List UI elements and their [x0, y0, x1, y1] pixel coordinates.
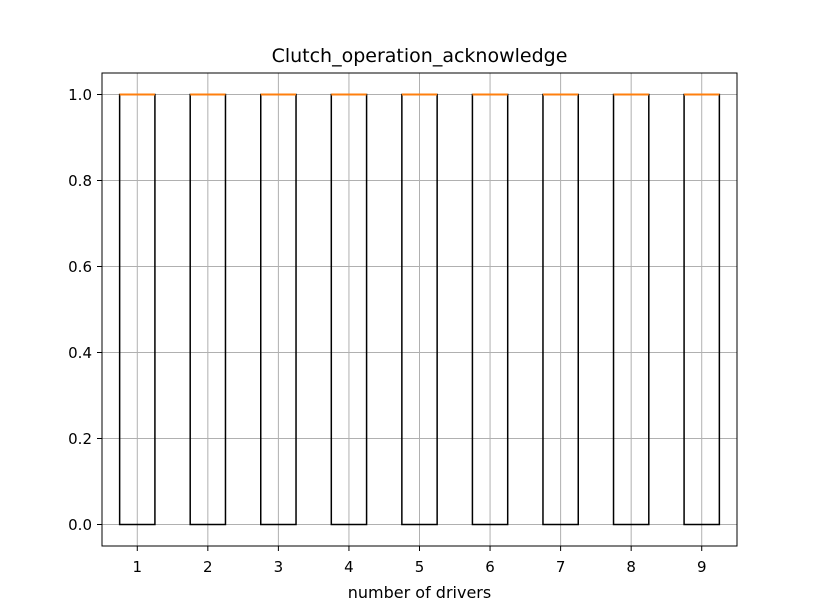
x-tick-label: 9 [697, 558, 707, 576]
x-tick-label: 7 [556, 558, 566, 576]
y-tick-label: 0.0 [68, 516, 92, 534]
y-tick-label: 1.0 [68, 86, 92, 104]
x-tick-label: 6 [485, 558, 495, 576]
x-tick-label: 3 [274, 558, 284, 576]
y-tick-label: 0.2 [68, 430, 92, 448]
boxes [118, 93, 721, 526]
chart-title: Clutch_operation_acknowledge [272, 45, 568, 67]
x-ticks: 1 2 3 4 5 6 7 8 9 [133, 546, 707, 576]
y-tick-label: 0.8 [68, 172, 92, 190]
x-tick-label: 2 [203, 558, 213, 576]
x-tick-label: 8 [626, 558, 636, 576]
x-tick-label: 4 [344, 558, 354, 576]
y-tick-label: 0.6 [68, 258, 92, 276]
x-tick-label: 5 [415, 558, 425, 576]
y-ticks: 0.0 0.2 0.4 0.6 0.8 1.0 [68, 86, 102, 534]
x-tick-label: 1 [133, 558, 143, 576]
y-tick-label: 0.4 [68, 344, 92, 362]
x-axis-label: number of drivers [348, 583, 491, 602]
